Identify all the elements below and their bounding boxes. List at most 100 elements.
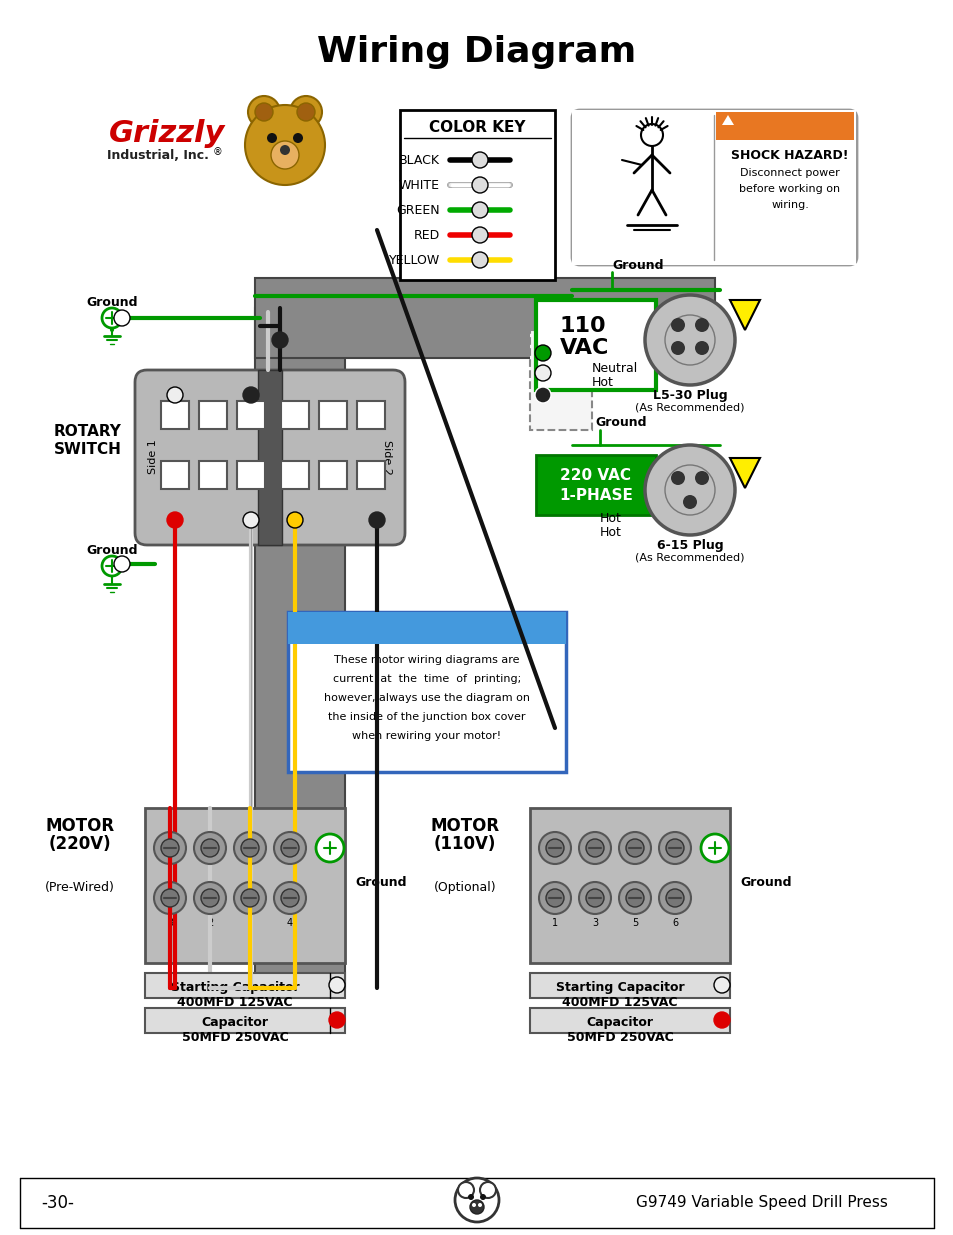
Circle shape (665, 839, 683, 857)
Text: Wt: Wt (717, 982, 726, 988)
Text: SHOCK HAZARD!: SHOCK HAZARD! (731, 148, 848, 162)
Bar (145, 973, 345, 998)
Text: 1: 1 (247, 918, 253, 927)
Circle shape (167, 513, 183, 529)
Circle shape (281, 839, 298, 857)
Text: Rd: Rd (717, 1016, 726, 1023)
Circle shape (201, 889, 219, 906)
Bar (356, 461, 385, 489)
Bar (145, 1008, 345, 1032)
Text: (Pre-Wired): (Pre-Wired) (45, 882, 114, 894)
Text: Bk: Bk (246, 391, 255, 398)
Circle shape (287, 513, 303, 529)
Text: 2: 2 (207, 918, 213, 927)
Text: 3: 3 (167, 918, 172, 927)
Text: Gn: Gn (475, 207, 484, 212)
Circle shape (665, 889, 683, 906)
Text: Bk: Bk (275, 337, 284, 343)
Text: however, always use the diagram on: however, always use the diagram on (324, 693, 530, 703)
Bar (716, 112, 853, 140)
Circle shape (695, 317, 708, 332)
Text: S: S (170, 408, 180, 422)
Text: 220 VAC: 220 VAC (560, 468, 631, 483)
Circle shape (470, 1200, 483, 1214)
Circle shape (479, 1182, 496, 1198)
Text: Gn: Gn (117, 315, 127, 321)
Text: VAC: VAC (559, 338, 609, 358)
Text: Rd: Rd (332, 1016, 341, 1023)
Circle shape (472, 227, 488, 243)
Circle shape (272, 332, 288, 348)
Text: NOTICE: NOTICE (386, 619, 467, 637)
Bar (145, 808, 345, 963)
Circle shape (274, 832, 306, 864)
Text: wiring.: wiring. (770, 200, 808, 210)
Text: YELLOW: YELLOW (388, 253, 439, 267)
Circle shape (293, 133, 303, 143)
Text: (As Recommended): (As Recommended) (635, 403, 744, 412)
Text: current  at  the  time  of  printing;: current at the time of printing; (333, 674, 520, 684)
Text: Industrial, Inc.: Industrial, Inc. (107, 148, 209, 162)
Circle shape (243, 513, 258, 529)
Circle shape (241, 889, 258, 906)
Text: 6: 6 (170, 468, 180, 483)
Text: WARNING!: WARNING! (752, 120, 826, 132)
Text: Wiring Diagram: Wiring Diagram (317, 35, 636, 69)
Text: RED: RED (414, 228, 439, 242)
Text: 50MFD 250VAC: 50MFD 250VAC (181, 1031, 288, 1045)
Text: Yl: Yl (476, 257, 482, 263)
Text: 5: 5 (631, 918, 638, 927)
Circle shape (254, 103, 273, 121)
Circle shape (670, 341, 684, 354)
Text: Rd: Rd (475, 232, 484, 238)
Circle shape (472, 152, 488, 168)
Circle shape (281, 889, 298, 906)
Text: These motor wiring diagrams are: These motor wiring diagrams are (334, 655, 519, 664)
Text: WHITE: WHITE (398, 179, 439, 191)
Text: Gn: Gn (537, 350, 547, 356)
Circle shape (545, 889, 563, 906)
Text: 110: 110 (559, 316, 606, 336)
Bar (536, 454, 656, 515)
Text: 6-15 Plug: 6-15 Plug (656, 538, 722, 552)
Text: Ground: Ground (595, 415, 646, 429)
Text: Wt: Wt (332, 982, 341, 988)
Bar (281, 401, 309, 429)
Text: ROTARY: ROTARY (54, 425, 122, 440)
Circle shape (472, 1203, 476, 1207)
Circle shape (578, 882, 610, 914)
Bar (530, 973, 729, 998)
Text: Neutral: Neutral (592, 362, 638, 374)
Circle shape (700, 834, 728, 862)
Text: Bk: Bk (475, 157, 484, 163)
Text: Hot: Hot (599, 511, 621, 525)
FancyBboxPatch shape (530, 330, 592, 430)
Text: Ground: Ground (612, 258, 662, 272)
Bar (236, 401, 265, 429)
Text: Ground: Ground (355, 877, 406, 889)
Polygon shape (729, 300, 760, 330)
Circle shape (479, 1194, 485, 1200)
Text: Disconnect power: Disconnect power (740, 168, 839, 178)
Bar (530, 1008, 729, 1032)
Circle shape (245, 105, 325, 185)
Bar (530, 808, 729, 963)
Text: (110V): (110V) (434, 835, 496, 853)
Circle shape (625, 839, 643, 857)
Circle shape (472, 252, 488, 268)
Circle shape (472, 177, 488, 193)
Text: Ground: Ground (740, 877, 791, 889)
Circle shape (618, 832, 650, 864)
Circle shape (241, 839, 258, 857)
Text: Yl: Yl (292, 517, 297, 522)
Circle shape (670, 317, 684, 332)
Polygon shape (721, 115, 733, 125)
Circle shape (477, 1203, 481, 1207)
Text: (As Recommended): (As Recommended) (635, 553, 744, 563)
Circle shape (102, 556, 122, 576)
Circle shape (369, 513, 385, 529)
Circle shape (659, 832, 690, 864)
Bar (399, 110, 555, 280)
Text: COLOR KEY: COLOR KEY (429, 120, 525, 135)
Text: Starting Capacitor: Starting Capacitor (555, 982, 683, 994)
